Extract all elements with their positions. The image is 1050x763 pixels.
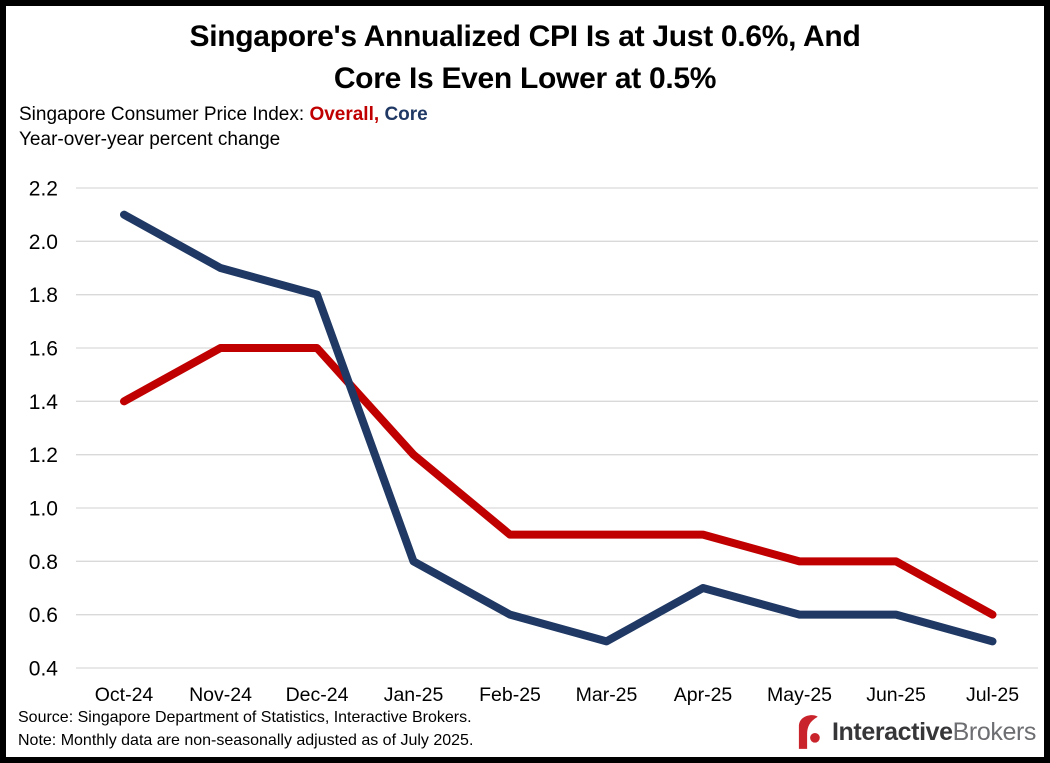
x-axis-tick-label: Jul-25 — [966, 684, 1019, 706]
x-axis-tick-label: Apr-25 — [674, 684, 733, 706]
legend-overall-label: Overall — [309, 104, 374, 125]
data-note: Note: Monthly data are non-seasonally ad… — [18, 732, 474, 749]
y-axis-tick-label: 1.8 — [29, 284, 58, 307]
y-axis-tick-label: 1.2 — [29, 444, 58, 467]
chart-title-line1: Singapore's Annualized CPI Is at Just 0.… — [189, 20, 861, 53]
chart-title-line2: Core Is Even Lower at 0.5% — [333, 62, 717, 95]
y-axis-tick-label: 2.2 — [29, 178, 58, 201]
units-label: Year-over-year percent change — [19, 129, 281, 150]
x-axis-tick-label: Jun-25 — [866, 684, 926, 706]
legend-core-label: Core — [384, 104, 428, 125]
interactive-brokers-logo: InteractiveBrokers — [796, 714, 1036, 752]
x-axis-tick-label: Dec-24 — [286, 684, 349, 706]
cpi-line-chart: 0.4 0.6 0.8 1.0 1.2 1.4 1.6 1.8 2.0 2.2 Oct-24 Nov-… — [29, 178, 1038, 706]
x-axis-tick-label: May-25 — [767, 684, 832, 706]
chart-title: Singapore's Annualized CPI Is at Just 0.… — [14, 16, 1036, 100]
y-axis-tick-label: 0.6 — [29, 604, 58, 627]
footer-notes: Source: Singapore Department of Statisti… — [18, 706, 473, 752]
interactive-brokers-wordmark: InteractiveBrokers — [831, 717, 1036, 746]
y-axis-tick-label: 1.0 — [29, 498, 58, 521]
chart-footer: Source: Singapore Department of Statisti… — [6, 706, 1044, 757]
y-axis-tick-label: 1.6 — [29, 338, 58, 361]
x-axis-tick-label: Oct-24 — [95, 684, 154, 706]
source-note: Source: Singapore Department of Statisti… — [18, 709, 472, 726]
y-axis-tick-label: 0.4 — [29, 658, 59, 681]
series-line-overall — [120, 344, 997, 619]
interactive-brokers-icon — [798, 715, 820, 749]
y-axis-tick-label: 2.0 — [29, 231, 58, 254]
chart-subtitle: Singapore Consumer Price Index: Overall,… — [19, 104, 1044, 126]
y-axis-tick-label: 1.4 — [29, 391, 59, 414]
legend-separator: , — [373, 104, 385, 125]
x-axis-tick-label: Mar-25 — [576, 684, 638, 706]
x-axis-tick-label: Nov-24 — [189, 684, 252, 706]
series-line-core — [120, 210, 997, 646]
x-axis-tick-label: Jan-25 — [384, 684, 444, 706]
x-axis-tick-label: Feb-25 — [479, 684, 541, 706]
subtitle-prefix: Singapore Consumer Price Index: — [19, 104, 310, 125]
y-axis-tick-label: 0.8 — [29, 551, 58, 574]
